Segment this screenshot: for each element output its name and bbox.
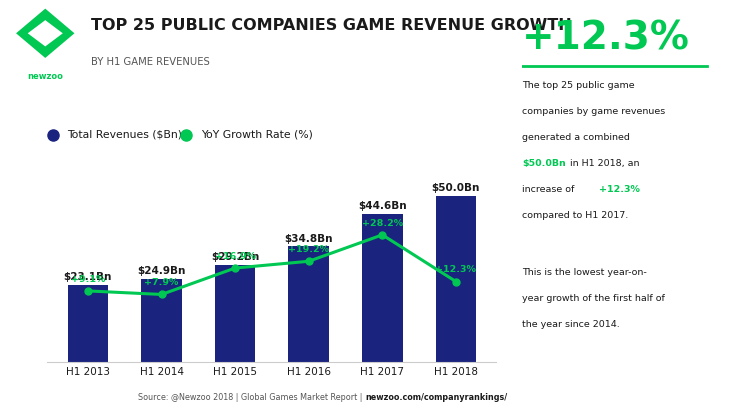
Bar bbox=[362, 214, 402, 362]
Text: +12.3%: +12.3% bbox=[599, 185, 640, 194]
Text: compared to H1 2017.: compared to H1 2017. bbox=[522, 211, 629, 220]
Text: $44.6Bn: $44.6Bn bbox=[358, 201, 407, 211]
Polygon shape bbox=[28, 20, 63, 46]
Text: +28.2%: +28.2% bbox=[362, 219, 403, 228]
Text: This is the lowest year-on-: This is the lowest year-on- bbox=[522, 268, 647, 277]
Text: the year since 2014.: the year since 2014. bbox=[522, 320, 620, 329]
Bar bbox=[215, 265, 255, 362]
Text: companies by game revenues: companies by game revenues bbox=[522, 106, 665, 115]
Text: newzoo: newzoo bbox=[27, 72, 64, 81]
Bar bbox=[436, 196, 476, 362]
Text: $23.1Bn: $23.1Bn bbox=[64, 272, 112, 282]
Text: BY H1 GAME REVENUES: BY H1 GAME REVENUES bbox=[91, 57, 210, 67]
Text: Source: @Newzoo 2018 | Global Games Market Report |: Source: @Newzoo 2018 | Global Games Mark… bbox=[138, 393, 365, 402]
Text: $29.2Bn: $29.2Bn bbox=[211, 252, 259, 262]
Text: +12.3%: +12.3% bbox=[436, 265, 477, 274]
Text: year growth of the first half of: year growth of the first half of bbox=[522, 294, 665, 303]
Text: newzoo.com/companyrankings/: newzoo.com/companyrankings/ bbox=[365, 393, 507, 402]
Text: generated a combined: generated a combined bbox=[522, 133, 630, 142]
Text: increase of: increase of bbox=[522, 185, 577, 194]
Text: Total Revenues ($Bn): Total Revenues ($Bn) bbox=[68, 129, 182, 140]
Text: +12.3%: +12.3% bbox=[522, 19, 690, 57]
Text: +9.1%: +9.1% bbox=[71, 275, 105, 284]
Text: in H1 2018, an: in H1 2018, an bbox=[567, 159, 639, 168]
Text: $34.8Bn: $34.8Bn bbox=[285, 234, 333, 244]
Polygon shape bbox=[16, 9, 74, 58]
Text: TOP 25 PUBLIC COMPANIES GAME REVENUE GROWTH: TOP 25 PUBLIC COMPANIES GAME REVENUE GRO… bbox=[91, 18, 572, 33]
Bar bbox=[288, 246, 329, 362]
Text: YoY Growth Rate (%): YoY Growth Rate (%) bbox=[201, 129, 312, 140]
Text: The top 25 public game: The top 25 public game bbox=[522, 81, 634, 90]
Text: +16.9%: +16.9% bbox=[215, 252, 255, 261]
Text: +7.9%: +7.9% bbox=[145, 278, 179, 287]
Text: $50.0Bn: $50.0Bn bbox=[522, 159, 566, 168]
Text: +19.2%: +19.2% bbox=[288, 245, 329, 254]
Text: $24.9Bn: $24.9Bn bbox=[137, 266, 185, 277]
Text: $50.0Bn: $50.0Bn bbox=[431, 183, 480, 193]
Bar bbox=[142, 279, 182, 362]
Bar bbox=[68, 285, 108, 362]
